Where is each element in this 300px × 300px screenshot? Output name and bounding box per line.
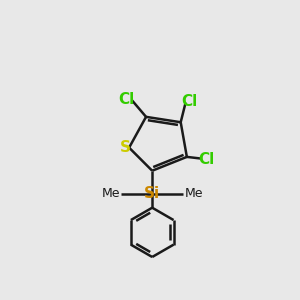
Text: Cl: Cl <box>181 94 197 109</box>
Text: S: S <box>120 140 131 155</box>
Text: Si: Si <box>144 186 160 201</box>
Text: Cl: Cl <box>198 152 214 167</box>
Text: Me: Me <box>101 187 120 200</box>
Text: Me: Me <box>184 187 203 200</box>
Text: Cl: Cl <box>119 92 135 106</box>
